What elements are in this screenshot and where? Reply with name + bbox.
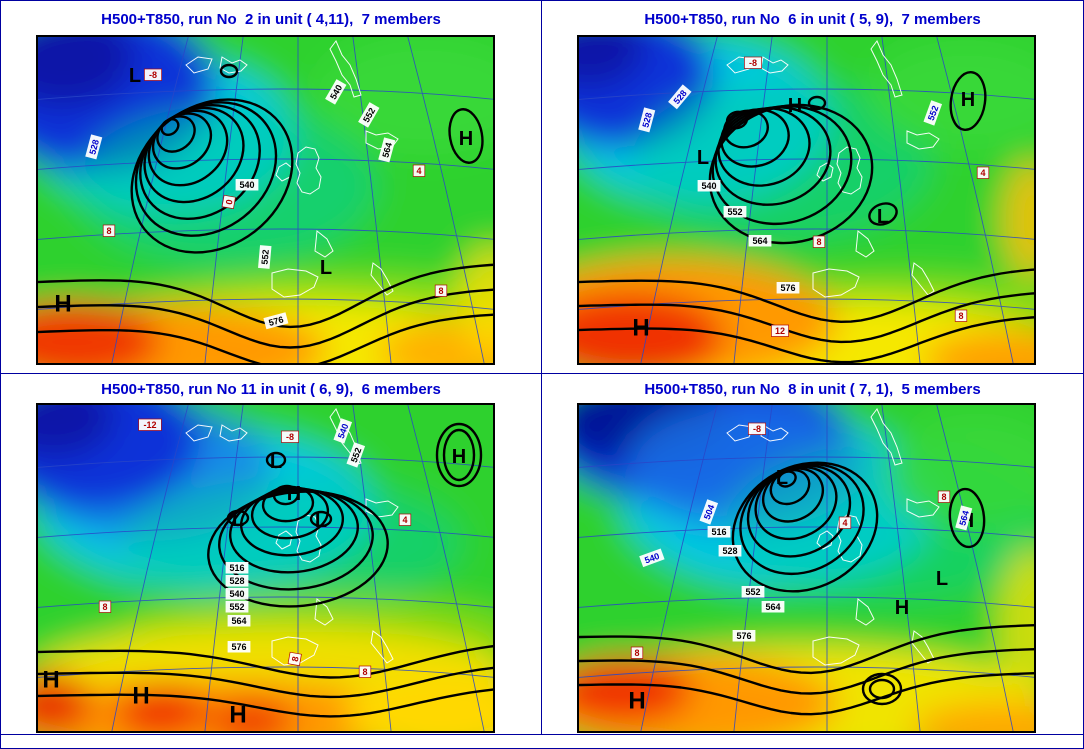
svg-text:8: 8	[102, 602, 107, 612]
footer-strip	[1, 734, 1083, 748]
svg-text:552: 552	[260, 249, 271, 265]
svg-text:4: 4	[416, 166, 421, 176]
svg-text:0: 0	[224, 199, 235, 206]
svg-text:H: H	[42, 667, 59, 694]
svg-text:564: 564	[752, 236, 767, 246]
svg-text:H: H	[961, 89, 975, 111]
svg-text:552: 552	[727, 207, 742, 217]
panel-run-8: H500+T850, run No 8 in unit ( 7, 1), 5 m…	[542, 374, 1083, 734]
svg-text:H: H	[895, 597, 909, 619]
svg-text:8: 8	[438, 286, 443, 296]
svg-text:-8: -8	[749, 58, 757, 68]
svg-text:-8: -8	[286, 432, 294, 442]
svg-text:504: 504	[702, 503, 717, 521]
weather-map-canvas: LHL LHHHH516528540552564576540552-12-8488…	[36, 403, 495, 733]
svg-text:-8: -8	[149, 70, 157, 80]
weather-map: H L H L H 540 552 564 576 528 528 552 -8 4 8 12 8	[577, 35, 1036, 365]
svg-text:H: H	[229, 702, 246, 729]
svg-text:528: 528	[640, 111, 654, 128]
panel-grid: H500+T850, run No 2 in unit ( 4,11), 7 m…	[1, 1, 1083, 734]
svg-text:L: L	[129, 65, 141, 87]
panel-run-2: H500+T850, run No 2 in unit ( 4,11), 7 m…	[1, 1, 542, 374]
svg-text:540: 540	[701, 181, 716, 191]
svg-text:8: 8	[634, 648, 639, 658]
panel-title: H500+T850, run No 11 in unit ( 6, 9), 6 …	[101, 381, 441, 398]
svg-text:H: H	[287, 483, 301, 505]
panel-title: H500+T850, run No 2 in unit ( 4,11), 7 m…	[101, 11, 441, 28]
panel-title: H500+T850, run No 8 in unit ( 7, 1), 5 m…	[644, 381, 981, 398]
svg-text:L: L	[270, 451, 282, 473]
svg-text:8: 8	[958, 311, 963, 321]
svg-text:L: L	[697, 147, 709, 169]
svg-text:H: H	[632, 315, 649, 342]
svg-text:-12: -12	[143, 420, 156, 430]
svg-text:540: 540	[336, 422, 351, 440]
svg-text:552: 552	[745, 587, 760, 597]
svg-text:H: H	[54, 291, 71, 318]
svg-text:516: 516	[711, 527, 726, 537]
svg-text:H: H	[452, 446, 466, 468]
svg-text:H: H	[459, 128, 473, 150]
svg-text:576: 576	[231, 642, 246, 652]
svg-text:L: L	[320, 257, 332, 279]
svg-text:540: 540	[643, 551, 661, 566]
svg-text:564: 564	[765, 602, 780, 612]
svg-text:528: 528	[722, 546, 737, 556]
svg-text:564: 564	[380, 141, 394, 158]
svg-text:8: 8	[362, 667, 367, 677]
weather-map: L H L L H H H H 516 528 540 552 564 576 540 552 -12 -8 4 8 8…	[36, 403, 495, 733]
svg-text:552: 552	[349, 446, 364, 464]
svg-text:8: 8	[290, 656, 301, 663]
svg-text:H: H	[788, 95, 802, 117]
svg-text:564: 564	[231, 616, 246, 626]
svg-text:H: H	[628, 688, 645, 715]
svg-text:4: 4	[402, 515, 407, 525]
svg-text:L: L	[232, 509, 244, 531]
weather-map-canvas: LHLHH5045165285405525645765648-848	[577, 403, 1036, 733]
svg-text:576: 576	[780, 283, 795, 293]
svg-text:8: 8	[816, 237, 821, 247]
svg-text:564: 564	[957, 509, 971, 526]
panel-run-11: H500+T850, run No 11 in unit ( 6, 9), 6 …	[1, 374, 542, 734]
svg-text:H: H	[132, 683, 149, 710]
svg-text:12: 12	[775, 326, 785, 336]
svg-text:8: 8	[106, 226, 111, 236]
svg-text:L: L	[877, 206, 889, 228]
svg-text:576: 576	[267, 314, 284, 328]
svg-text:L: L	[776, 467, 788, 489]
svg-text:576: 576	[736, 631, 751, 641]
panel-run-6: H500+T850, run No 6 in unit ( 5, 9), 7 m…	[542, 1, 1083, 374]
svg-text:552: 552	[229, 602, 244, 612]
svg-text:552: 552	[926, 104, 941, 122]
svg-text:516: 516	[229, 563, 244, 573]
svg-text:540: 540	[229, 589, 244, 599]
svg-text:540: 540	[239, 180, 254, 190]
weather-map: L H L H 540 552 564 540 552 576 528 -8 0 8 8 4	[36, 35, 495, 365]
svg-text:528: 528	[229, 576, 244, 586]
svg-text:L: L	[936, 568, 948, 590]
panel-title: H500+T850, run No 6 in unit ( 5, 9), 7 m…	[644, 11, 981, 28]
svg-text:4: 4	[842, 518, 847, 528]
weather-map: LHLHH5045165285405525645765648-848	[577, 403, 1036, 733]
svg-text:528: 528	[87, 138, 101, 155]
svg-text:8: 8	[941, 492, 946, 502]
svg-text:L: L	[315, 510, 327, 532]
svg-text:-8: -8	[753, 424, 761, 434]
svg-text:4: 4	[980, 168, 985, 178]
